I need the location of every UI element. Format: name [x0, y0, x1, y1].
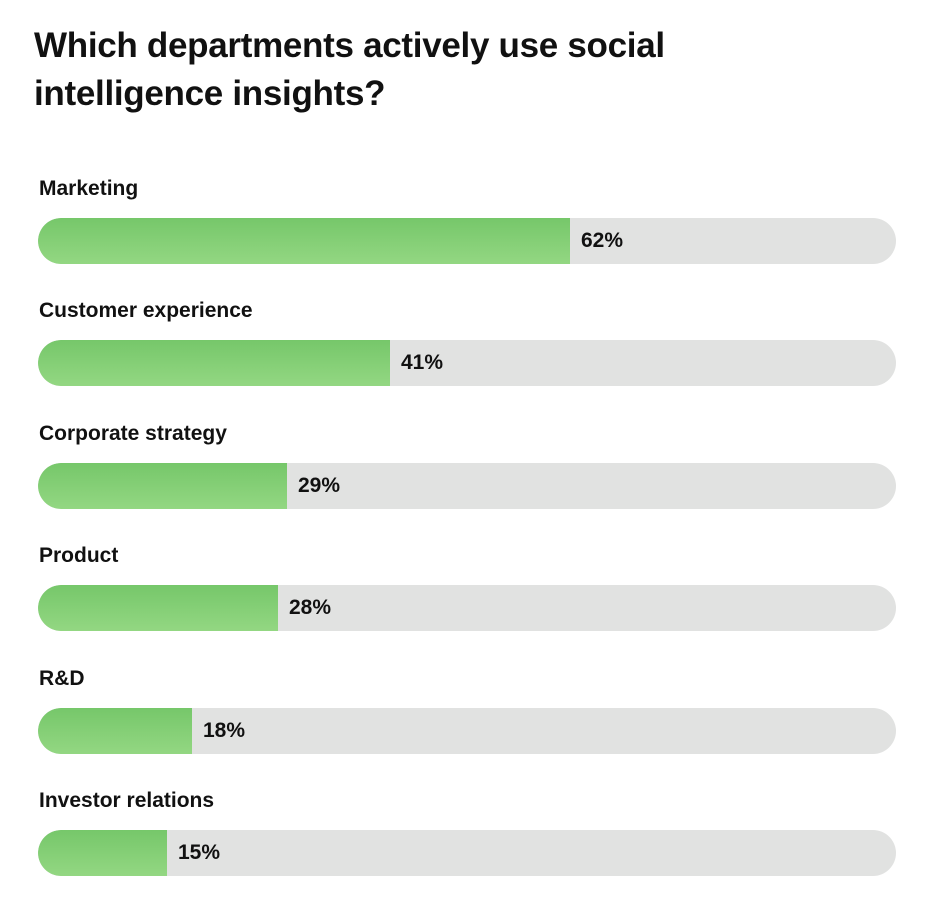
value-label: 28%	[289, 596, 332, 619]
bar-track: 41%	[38, 340, 896, 386]
bar-track: 18%	[38, 708, 896, 754]
category-label: Marketing	[39, 177, 139, 200]
bar-fill	[38, 708, 192, 754]
value-label: 29%	[298, 474, 341, 497]
value-label: 15%	[178, 841, 221, 864]
bar-fill	[38, 340, 390, 386]
bar-fill	[38, 585, 278, 631]
category-label: Corporate strategy	[39, 422, 227, 445]
category-label: R&D	[39, 667, 85, 690]
bar-fill	[38, 830, 167, 876]
category-label: Product	[39, 544, 119, 567]
bar-track: 15%	[38, 830, 896, 876]
value-label: 18%	[203, 719, 246, 742]
category-label: Customer experience	[39, 299, 253, 322]
bar-track: 28%	[38, 585, 896, 631]
value-label: 62%	[581, 229, 624, 252]
bar-track: 62%	[38, 218, 896, 264]
value-label: 41%	[401, 351, 444, 374]
chart-title: Which departments actively use social in…	[34, 26, 665, 113]
category-label: Investor relations	[39, 789, 215, 812]
bar-fill	[38, 218, 570, 264]
bar-track: 29%	[38, 463, 896, 509]
bar-fill	[38, 463, 287, 509]
